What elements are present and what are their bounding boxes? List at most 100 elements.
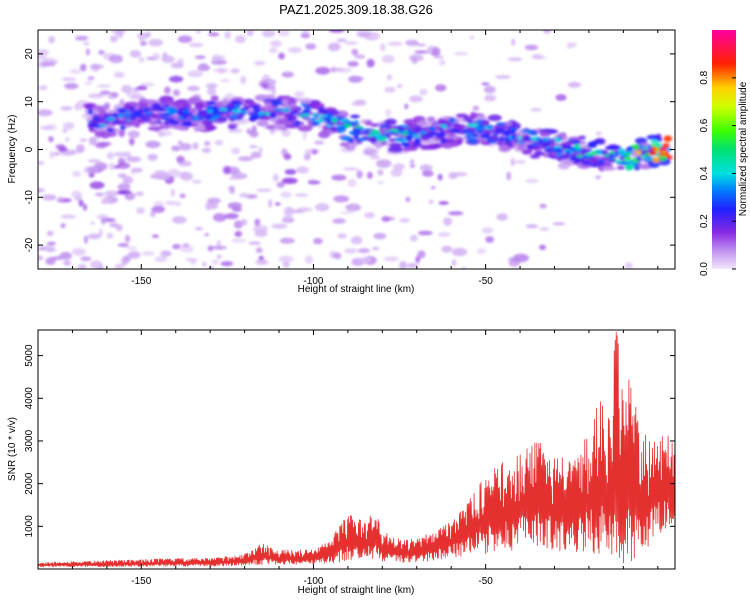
signal-blob <box>105 120 111 125</box>
signal-blob <box>518 135 523 140</box>
noise-blob <box>496 213 508 221</box>
noise-blob <box>125 234 131 243</box>
noise-blob <box>333 195 350 203</box>
signal-blob <box>574 144 581 148</box>
noise-blob <box>113 71 125 79</box>
signal-blob <box>98 123 107 128</box>
signal-blob <box>162 117 171 121</box>
noise-blob <box>87 76 95 81</box>
noise-blob <box>282 214 293 223</box>
signal-blob <box>563 141 574 146</box>
noise-blob <box>138 56 145 63</box>
signal-blob <box>154 117 163 121</box>
noise-blob <box>78 199 84 207</box>
noise-blob <box>145 140 161 149</box>
signal-blob <box>125 109 130 113</box>
noise-blob <box>410 234 418 242</box>
noise-blob <box>399 217 411 223</box>
noise-blob <box>172 216 187 224</box>
noise-blob <box>187 85 200 92</box>
noise-blob <box>194 227 204 231</box>
spectrogram-y-tick-label: -10 <box>24 190 35 205</box>
noise-blob <box>84 81 93 85</box>
noise-blob <box>543 30 551 34</box>
noise-blob <box>419 164 433 172</box>
spectrogram-ticks: -150 -100 -50 20 10 0 -10 -20 <box>24 30 675 287</box>
noise-blob <box>437 173 443 181</box>
signal-blob <box>155 107 164 111</box>
noise-blob <box>414 50 429 54</box>
signal-blob <box>474 127 484 131</box>
signal-blob <box>104 113 114 117</box>
signal-blob <box>616 166 626 170</box>
signal-blob <box>263 100 272 106</box>
noise-blob <box>64 136 70 142</box>
noise-blob <box>45 124 57 131</box>
noise-blob <box>380 43 386 52</box>
noise-blob <box>204 140 211 147</box>
noise-blob <box>539 244 546 250</box>
spectrogram-x-tick-label: -50 <box>478 276 493 287</box>
signal-blob <box>94 130 105 138</box>
noise-blob <box>443 217 453 226</box>
noise-blob <box>399 260 407 269</box>
signal-blob <box>353 125 364 129</box>
signal-blob <box>561 142 566 145</box>
noise-blob <box>122 176 134 185</box>
signal-blob <box>487 114 502 122</box>
noise-blob <box>48 35 56 44</box>
noise-blob <box>80 256 92 262</box>
colorbar-ticks: 0.0 0.2 0.4 0.6 0.8 <box>699 70 736 276</box>
noise-blob <box>187 70 203 78</box>
noise-blob <box>60 214 77 219</box>
noise-blob <box>307 180 321 185</box>
noise-blob <box>240 75 247 85</box>
signal-blob <box>516 141 525 144</box>
noise-blob <box>170 188 176 198</box>
noise-blob <box>220 261 234 267</box>
noise-blob <box>370 149 379 155</box>
noise-blob <box>211 245 227 250</box>
signal-blob <box>309 117 317 122</box>
noise-blob <box>76 144 85 153</box>
signal-blob <box>177 111 185 116</box>
signal-blob <box>347 142 357 149</box>
signal-blob <box>244 105 250 110</box>
signal-blob <box>203 115 214 120</box>
colorbar: 0.0 0.2 0.4 0.6 0.8 Normalized spectral ampl… <box>699 30 749 276</box>
noise-blob <box>83 41 90 46</box>
noise-blob <box>258 146 263 154</box>
noise-blob <box>350 236 363 245</box>
signal-blob <box>227 124 237 130</box>
signal-blob <box>418 119 428 127</box>
noise-blob <box>347 61 359 67</box>
noise-blob <box>48 136 54 143</box>
noise-blob <box>268 199 273 208</box>
signal-blob <box>481 119 490 126</box>
noise-blob <box>278 52 285 60</box>
noise-blob <box>276 181 285 188</box>
noise-blob <box>441 245 453 253</box>
signal-blob <box>231 100 241 106</box>
noise-blob <box>222 165 231 175</box>
noise-blob <box>89 64 104 69</box>
signal-blob <box>185 120 193 127</box>
colorbar-tick-label: 0.4 <box>699 166 710 180</box>
snr-x-tick-label: -50 <box>478 576 493 587</box>
noise-blob <box>430 186 436 190</box>
noise-blob <box>38 188 46 193</box>
noise-blob <box>280 191 292 198</box>
noise-blob <box>164 86 171 95</box>
noise-blob <box>53 151 61 156</box>
signal-blob <box>606 144 622 151</box>
spectrogram-y-tick-label: 20 <box>24 48 35 60</box>
noise-blob <box>525 178 539 183</box>
signal-blob <box>111 112 119 118</box>
noise-blob <box>417 250 426 259</box>
signal-blob <box>531 143 540 146</box>
noise-blob <box>481 82 490 86</box>
signal-blob <box>454 124 466 130</box>
noise-blob <box>428 199 434 205</box>
signal-blob <box>183 103 192 109</box>
signal-blob <box>526 145 537 148</box>
